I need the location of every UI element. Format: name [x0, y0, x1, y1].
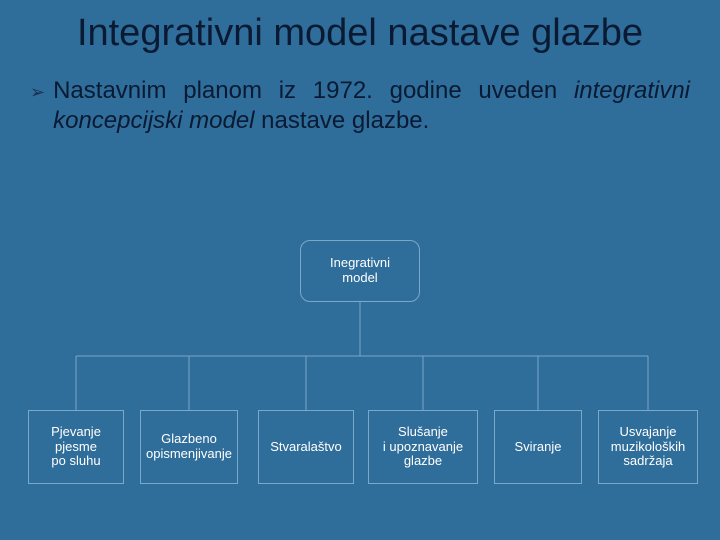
slide: Integrativni model nastave glazbe ➢ Nast… — [0, 0, 720, 540]
bullet-text-post: nastave glazbe. — [255, 107, 430, 134]
chart-child-node: Glazbenoopismenjivanje — [140, 410, 238, 484]
chart-child-node: Stvaralaštvo — [258, 410, 354, 484]
bullet-text-pre: Nastavnim planom iz 1972. godine uveden — [53, 77, 574, 104]
bullet-block: ➢ Nastavnim planom iz 1972. godine uvede… — [30, 76, 690, 136]
chart-child-node: Sviranje — [494, 410, 582, 484]
org-chart: Inegrativnimodel Pjevanjepjesmepo sluhuGl… — [0, 240, 720, 494]
chart-root-node: Inegrativnimodel — [300, 240, 420, 302]
chart-child-node: Pjevanjepjesmepo sluhu — [28, 410, 124, 484]
chart-child-node: Usvajanjemuzikološkihsadržaja — [598, 410, 698, 484]
chart-child-node: Slušanjei upoznavanjeglazbe — [368, 410, 478, 484]
bullet-text: Nastavnim planom iz 1972. godine uveden … — [53, 76, 690, 136]
bullet-item: ➢ Nastavnim planom iz 1972. godine uvede… — [30, 76, 690, 136]
slide-title: Integrativni model nastave glazbe — [0, 0, 720, 56]
bullet-marker-icon: ➢ — [30, 78, 45, 106]
